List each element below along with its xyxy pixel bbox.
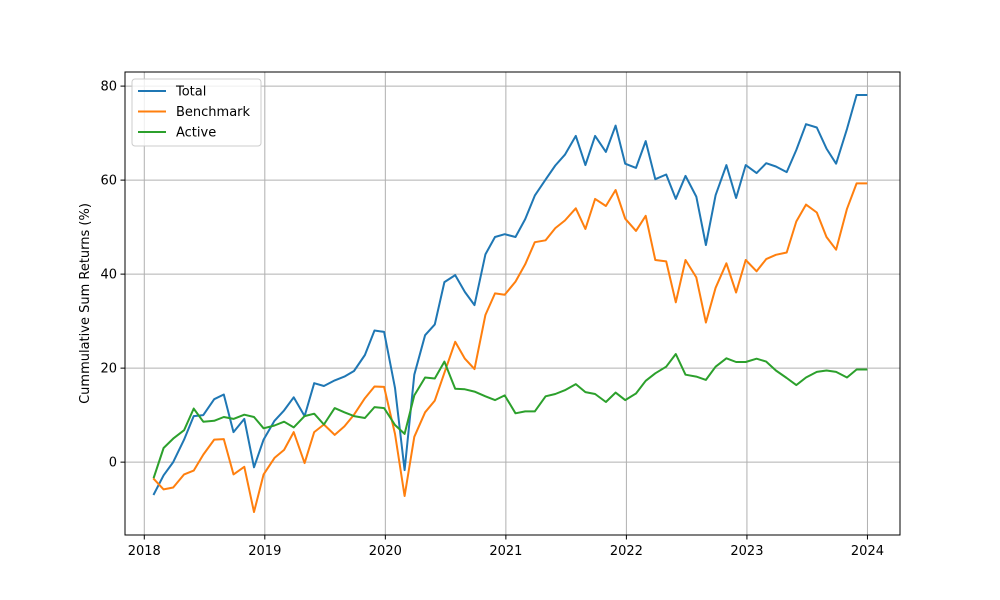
x-tick-label: 2020	[369, 544, 402, 559]
series-lines	[152, 94, 868, 513]
x-tick-label: 2023	[730, 544, 763, 559]
y-axis: 0 20 40 60 80	[100, 80, 125, 471]
legend-label-active: Active	[176, 126, 216, 141]
y-tick-label: 80	[100, 80, 117, 95]
legend: Total Benchmark Active	[131, 78, 262, 147]
x-tick-label: 2024	[851, 544, 884, 559]
y-axis-label: Cummulative Sum Returns (%)	[78, 203, 93, 404]
grid-lines	[125, 72, 900, 535]
x-tick-label: 2018	[128, 544, 161, 559]
axes-frame	[124, 71, 901, 536]
legend-box	[131, 78, 262, 147]
legend-label-total: Total	[175, 85, 206, 100]
series-line-benchmark	[152, 182, 868, 513]
x-tick-label: 2019	[248, 544, 281, 559]
y-tick-label: 40	[100, 268, 117, 283]
y-tick-label: 0	[109, 456, 117, 471]
series-line-active	[152, 353, 868, 479]
series-line-total	[152, 94, 868, 496]
x-axis: 2018 2019 2020 2021 2022 2023 2024	[128, 535, 884, 559]
x-tick-label: 2022	[610, 544, 643, 559]
x-tick-label: 2021	[489, 544, 522, 559]
y-tick-label: 60	[100, 174, 117, 189]
y-tick-label: 20	[100, 362, 117, 377]
legend-label-benchmark: Benchmark	[176, 105, 251, 120]
